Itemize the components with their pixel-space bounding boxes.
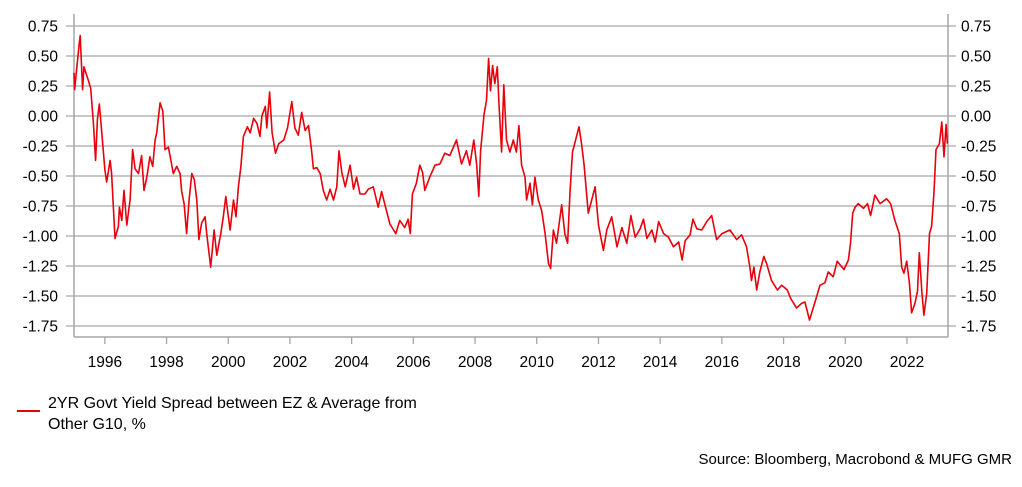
x-tick-label: 2010 (520, 354, 555, 371)
x-tick-label: 1998 (149, 354, 183, 371)
y-tick-label-left: -0.50 (23, 169, 59, 186)
y-tick-label-left: -1.00 (23, 229, 59, 246)
y-tick-label-left: -0.25 (23, 139, 58, 156)
series-group (73, 34, 949, 321)
legend-label-line1: 2YR Govt Yield Spread between EZ & Avera… (48, 395, 417, 412)
y-tick-label-right: -1.50 (961, 289, 997, 306)
y-tick-label-left: 0.75 (28, 19, 58, 36)
x-tick-label: 2008 (458, 354, 492, 371)
legend: 2YR Govt Yield Spread between EZ & Avera… (48, 393, 417, 435)
x-tick-label: 2018 (766, 354, 800, 371)
y-tick-label-left: -1.50 (23, 289, 59, 306)
y-tick-label-right: 0.00 (961, 109, 992, 126)
x-axis-labels: 1996 1998 2000 2002 2004 2006 2008 2010 2012 2014… (88, 354, 925, 371)
y-tick-label-right: -1.00 (961, 229, 997, 246)
x-tick-label: 2006 (396, 354, 430, 371)
y-tick-label-right: -0.75 (961, 199, 996, 216)
y-tick-label-right: -0.50 (961, 169, 997, 186)
x-tick-label: 2014 (643, 354, 678, 371)
y-tick-label-right: 0.75 (961, 19, 991, 36)
x-tick-label: 2020 (828, 354, 863, 371)
y-tick-label-right: -1.25 (961, 259, 996, 276)
y-tick-label-left: 0.00 (28, 109, 59, 126)
x-tick-label: 2002 (273, 354, 307, 371)
legend-label-line2: Other G10, % (48, 416, 146, 433)
series-line (73, 34, 949, 321)
legend-swatch (17, 410, 40, 412)
y-tick-label-right: 0.50 (961, 49, 992, 66)
y-tick-label-right: 0.25 (961, 79, 991, 96)
y-tick-label-right: -0.25 (961, 139, 996, 156)
x-tick-label: 2022 (890, 354, 924, 371)
x-tick-label: 2000 (211, 354, 246, 371)
x-tick-label: 2012 (581, 354, 615, 371)
y-tick-label-left: -0.75 (23, 199, 58, 216)
y-tick-label-left: 0.25 (28, 79, 58, 96)
y-axis-left-labels: 0.75 0.50 0.25 0.00 -0.25 -0.50 -0.75 -1.00 -1.2… (23, 19, 59, 336)
y-tick-label-left: -1.25 (23, 259, 58, 276)
x-tick-label: 2004 (334, 354, 369, 371)
y-axis-right-labels: 0.75 0.50 0.25 0.00 -0.25 -0.50 -0.75 -1.00 -1.2… (961, 19, 997, 336)
source-note: Source: Bloomberg, Macrobond & MUFG GMR (698, 451, 1012, 468)
y-tick-label-left: 0.50 (28, 49, 59, 66)
axes (73, 14, 949, 344)
x-tick-label: 2016 (705, 354, 739, 371)
y-tick-label-left: -1.75 (23, 319, 58, 336)
y-tick-label-right: -1.75 (961, 319, 996, 336)
gridlines (66, 25, 956, 327)
x-tick-label: 1996 (88, 354, 122, 371)
